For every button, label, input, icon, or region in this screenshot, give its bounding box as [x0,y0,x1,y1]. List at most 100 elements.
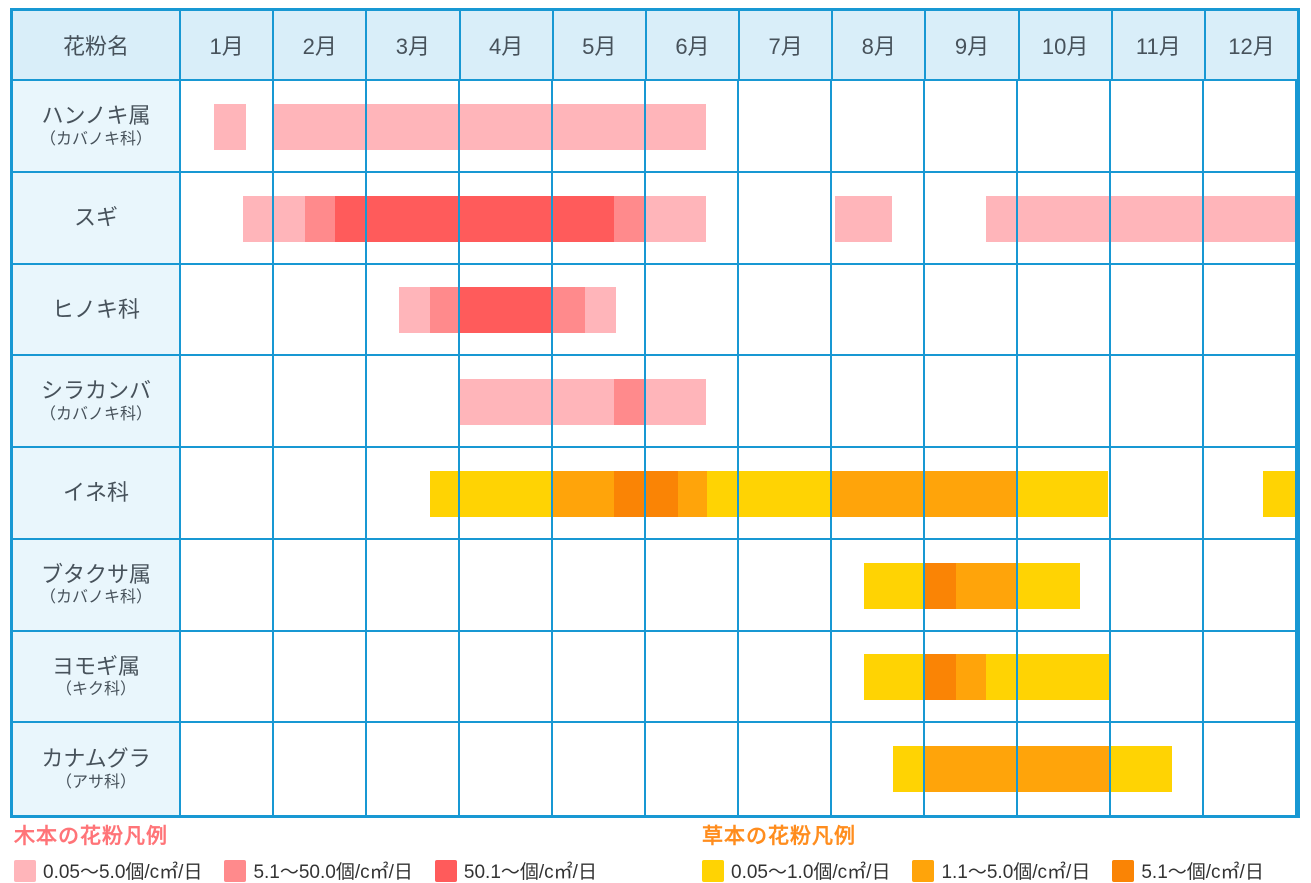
grid-cell [274,723,367,815]
month-header-cell: 2月 [274,11,368,81]
grid-cell [367,172,460,265]
pollen-bar-segment [1018,470,1109,517]
pollen-name: ブタクサ属 [40,561,151,587]
grid-cell [460,631,553,724]
pollen-family: （カバノキ科） [39,405,152,423]
grid-cell [553,172,646,265]
tree-legend-title: 木本の花粉凡例 [14,825,168,848]
legend-item-label: 0.05〜5.0個/c㎡/日 [43,862,203,883]
row-label: ヨモギ属 （キク科） [13,631,181,724]
grid-cell [553,631,646,724]
corner-header-cell: 花粉名 [13,11,181,81]
pollen-bar-segment [304,195,336,242]
grid-cell [646,172,739,265]
grid-cell [925,172,1018,265]
grid-cell [553,264,646,357]
pollen-bar-segment [460,287,553,334]
grid-cell [460,356,553,448]
pollen-bar-segment [646,195,707,242]
pollen-bar-segment [460,379,615,426]
table-row: シラカンバ （カバノキ科） [13,356,1297,448]
grid-cell [553,81,646,173]
pollen-bar-segment [1018,562,1081,609]
legend-item: 0.05〜1.0個/c㎡/日 [702,857,890,883]
grid-cell [646,81,739,173]
grid-cell [274,631,367,724]
table-row: ハンノキ属 （カバノキ科） [13,81,1297,173]
legend-item-label: 0.05〜1.0個/c㎡/日 [731,862,891,883]
grid-cell [832,356,925,448]
grid-cell [832,723,925,815]
pollen-family: （カバノキ科） [39,589,152,607]
pollen-bar-segment [1262,470,1297,517]
grid-cell [739,172,832,265]
grid-cell [181,81,274,173]
pollen-bar-segment [863,562,925,609]
grid-cell [1204,448,1297,540]
month-track [181,723,1297,815]
tree-level2-swatch-icon [224,859,247,882]
grid-cell [646,264,739,357]
table-body: ハンノキ属 （カバノキ科） スギ ヒノキ科 シラカンバ （カバノキ科） イネ科 ブタクサ属 （カ… [13,81,1297,815]
grass-legend-title: 草本の花粉凡例 [702,825,856,848]
pollen-bar-segment [1111,746,1173,793]
table-row: ブタクサ属 （カバノキ科） [13,539,1297,632]
month-header-cell: 12月 [1205,11,1298,81]
grid-cell [739,539,832,632]
pollen-bar-segment [614,379,646,426]
grid-cell [367,539,460,632]
tree-level1-swatch-icon [14,859,36,882]
grid-cell [1111,631,1204,724]
grid-cell [181,356,274,448]
legend-item-label: 1.1〜5.0個/c㎡/日 [941,862,1091,883]
grid-cell [553,539,646,632]
month-track [181,81,1297,173]
grid-cell [181,172,274,265]
grid-cell [274,448,367,540]
pollen-bar-segment [986,654,1111,701]
pollen-bar-segment [925,654,956,701]
grid-cell [1018,448,1111,540]
pollen-bar-segment [677,470,708,517]
legend-item: 5.1〜50.0個/c㎡/日 [224,857,413,883]
grid-cell [925,448,1018,540]
pollen-bar-segment [834,195,893,242]
month-header-cell: 6月 [646,11,741,81]
grid-cell [739,264,832,357]
month-header-cell: 8月 [833,11,927,81]
pollen-bar-segment [955,654,987,701]
pollen-bar-segment [553,287,585,334]
pollen-name: イネ科 [62,480,129,506]
grid-cell [1111,356,1204,448]
grid-cell [646,631,739,724]
grid-cell [553,356,646,448]
table-row: イネ科 [13,448,1297,540]
grid-cell [553,448,646,540]
grid-cell [1111,264,1204,357]
grid-cell [1111,172,1204,265]
grid-cell [367,356,460,448]
grid-cell [1204,539,1297,632]
month-track [181,356,1297,448]
grid-cell [181,723,274,815]
pollen-bar-segment [614,195,646,242]
pollen-bar-segment [707,470,832,517]
pollen-bar-segment [584,287,617,334]
row-label: ハンノキ属 （カバノキ科） [13,81,181,173]
table-row: ヒノキ科 [13,264,1297,357]
month-track [181,539,1297,632]
grid-cell [460,539,553,632]
grid-cell [181,631,274,724]
month-header-cell: 1月 [181,11,275,81]
grass-level3-swatch-icon [1112,859,1135,882]
month-track [181,172,1297,265]
grid-cell [181,539,274,632]
pollen-bar-segment [925,746,1111,793]
grass-legend-items: 0.05〜1.0個/c㎡/日 1.1〜5.0個/c㎡/日 5.1〜個/c㎡/日 [702,857,1264,883]
pollen-bar-segment [430,470,553,517]
grid-cell [367,631,460,724]
legend-item: 0.05〜5.0個/c㎡/日 [14,857,202,883]
grid-cell [925,723,1018,815]
month-header-cell: 5月 [553,11,647,81]
table-row: カナムグラ （アサ科） [13,723,1297,815]
